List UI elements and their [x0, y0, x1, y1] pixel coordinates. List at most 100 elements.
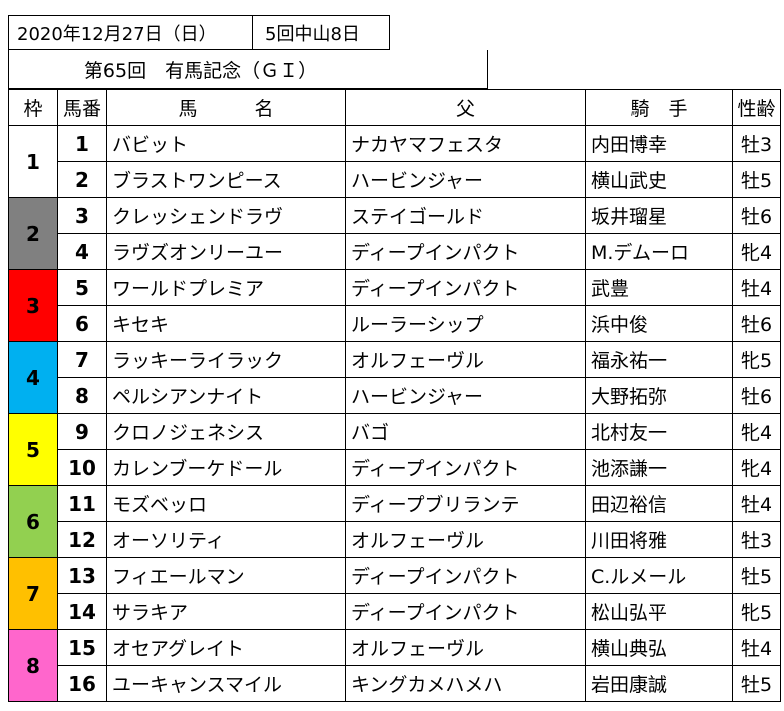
col-jockey: 騎 手	[585, 89, 733, 126]
table-row: 16 ユーキャンスマイル キングカメハメハ 岩田康誠 牡5	[9, 665, 781, 702]
waku-cell: 8	[8, 629, 58, 702]
horse-name-cell: クロノジェネシス	[106, 413, 346, 450]
table-row: 7 13 フィエールマン ディープインパクト C.ルメール 牡5	[8, 557, 781, 630]
umaban-cell: 8	[57, 377, 107, 414]
horse-name-cell: ペルシアンナイト	[106, 377, 346, 414]
sex-age-cell: 牡5	[732, 161, 781, 198]
sex-age-cell: 牝4	[732, 449, 781, 486]
umaban-cell: 6	[57, 305, 107, 342]
umaban-cell: 15	[57, 629, 107, 666]
umaban-cell: 13	[57, 557, 107, 594]
jockey-cell: 川田将雅	[585, 521, 733, 558]
umaban-cell: 7	[57, 341, 107, 378]
horse-name-cell: オーソリティ	[106, 521, 346, 558]
sex-age-cell: 牡5	[732, 557, 781, 594]
meeting-info-text: 5回中山8日	[265, 23, 360, 45]
col-sire: 父	[345, 89, 586, 126]
table-row: 8 15 オセアグレイト オルフェーヴル 横山典弘 牡4	[8, 629, 781, 702]
waku-cell: 3	[8, 269, 58, 342]
horse-name-cell: ワールドプレミア	[106, 269, 346, 306]
jockey-cell: 武豊	[585, 269, 733, 306]
umaban-cell: 11	[57, 485, 107, 522]
table-row: 4 ラヴズオンリーユー ディープインパクト M.デムーロ 牝4	[9, 233, 781, 270]
sex-age-cell: 牡5	[732, 665, 781, 702]
sire-cell: キングカメハメハ	[345, 665, 586, 702]
col-waku: 枠	[8, 89, 58, 126]
horse-name-cell: ブラストワンピース	[106, 161, 346, 198]
jockey-cell: 浜中俊	[585, 305, 733, 342]
sire-cell: ディープインパクト	[345, 593, 586, 630]
horse-name-cell: キセキ	[106, 305, 346, 342]
horse-name-cell: ラッキーライラック	[106, 341, 346, 378]
table-row: 1 1 バビット ナカヤマフェスタ 内田博幸 牡3	[8, 125, 781, 198]
umaban-cell: 16	[57, 665, 107, 702]
jockey-cell: 岩田康誠	[585, 665, 733, 702]
horse-name-cell: ユーキャンスマイル	[106, 665, 346, 702]
table-row: 4 7 ラッキーライラック オルフェーヴル 福永祐一 牝5	[8, 341, 781, 414]
sex-age-cell: 牡6	[732, 377, 781, 414]
sex-age-cell: 牝5	[732, 341, 781, 378]
sex-age-cell: 牡4	[732, 629, 781, 666]
horse-name-cell: クレッシェンドラヴ	[106, 197, 346, 234]
jockey-cell: 横山典弘	[585, 629, 733, 666]
waku-cell: 2	[8, 197, 58, 270]
table-row: 2 3 クレッシェンドラヴ ステイゴールド 坂井瑠星 牡6	[8, 197, 781, 270]
sire-cell: ディープブリランテ	[345, 485, 586, 522]
sire-cell: ルーラーシップ	[345, 305, 586, 342]
sex-age-cell: 牝4	[732, 233, 781, 270]
race-date-text: 2020年12月27日（日）	[17, 23, 217, 45]
waku-cell: 6	[8, 485, 58, 558]
sire-cell: オルフェーヴル	[345, 341, 586, 378]
horse-name-cell: サラキア	[106, 593, 346, 630]
header-row: 枠 馬番 馬 名 父 騎 手 性齢	[8, 89, 781, 126]
sire-cell: ハービンジャー	[345, 377, 586, 414]
umaban-cell: 9	[57, 413, 107, 450]
entry-table: 枠 馬番 馬 名 父 騎 手 性齢 1 1 バビット ナカヤマフェスタ 内田博幸 牡3 2 ブ…	[8, 89, 781, 702]
table-row: 3 5 ワールドプレミア ディープインパクト 武豊 牡4	[8, 269, 781, 342]
sire-cell: ディープインパクト	[345, 269, 586, 306]
umaban-cell: 12	[57, 521, 107, 558]
entry-body: 1 1 バビット ナカヤマフェスタ 内田博幸 牡3 2 ブラストワンピース ハービンジャー 横山武…	[8, 125, 781, 702]
horse-name-cell: モズベッロ	[106, 485, 346, 522]
meeting-info: 5回中山8日	[252, 15, 390, 50]
sire-cell: ステイゴールド	[345, 197, 586, 234]
waku-cell: 4	[8, 341, 58, 414]
sire-cell: オルフェーヴル	[345, 629, 586, 666]
sex-age-cell: 牡4	[732, 269, 781, 306]
table-row: 14 サラキア ディープインパクト 松山弘平 牝5	[9, 593, 781, 630]
jockey-cell: 松山弘平	[585, 593, 733, 630]
horse-name-cell: ラヴズオンリーユー	[106, 233, 346, 270]
horse-name-cell: フィエールマン	[106, 557, 346, 594]
umaban-cell: 3	[57, 197, 107, 234]
waku-cell: 5	[8, 413, 58, 486]
sire-cell: オルフェーヴル	[345, 521, 586, 558]
sire-cell: ディープインパクト	[345, 557, 586, 594]
sex-age-cell: 牡3	[732, 125, 781, 162]
sire-cell: ナカヤマフェスタ	[345, 125, 586, 162]
jockey-cell: 北村友一	[585, 413, 733, 450]
table-row: 6 キセキ ルーラーシップ 浜中俊 牡6	[9, 305, 781, 342]
horse-name-cell: カレンブーケドール	[106, 449, 346, 486]
umaban-cell: 4	[57, 233, 107, 270]
sire-cell: ディープインパクト	[345, 233, 586, 270]
sex-age-cell: 牡4	[732, 485, 781, 522]
col-umaban: 馬番	[57, 89, 107, 126]
sex-age-cell: 牡6	[732, 197, 781, 234]
jockey-cell: 横山武史	[585, 161, 733, 198]
table-row: 10 カレンブーケドール ディープインパクト 池添謙一 牝4	[9, 449, 781, 486]
jockey-cell: 福永祐一	[585, 341, 733, 378]
umaban-cell: 10	[57, 449, 107, 486]
jockey-cell: C.ルメール	[585, 557, 733, 594]
waku-cell: 1	[8, 125, 58, 198]
race-date: 2020年12月27日（日）	[8, 15, 253, 50]
race-title: 第65回 有馬記念（ＧＩ）	[8, 50, 488, 89]
col-sexage: 性齢	[732, 89, 781, 126]
sire-cell: バゴ	[345, 413, 586, 450]
table-row: 5 9 クロノジェネシス バゴ 北村友一 牝4	[8, 413, 781, 486]
umaban-cell: 14	[57, 593, 107, 630]
sire-cell: ハービンジャー	[345, 161, 586, 198]
umaban-cell: 5	[57, 269, 107, 306]
sex-age-cell: 牝5	[732, 593, 781, 630]
col-horse: 馬 名	[106, 89, 346, 126]
table-row: 8 ペルシアンナイト ハービンジャー 大野拓弥 牡6	[9, 377, 781, 414]
